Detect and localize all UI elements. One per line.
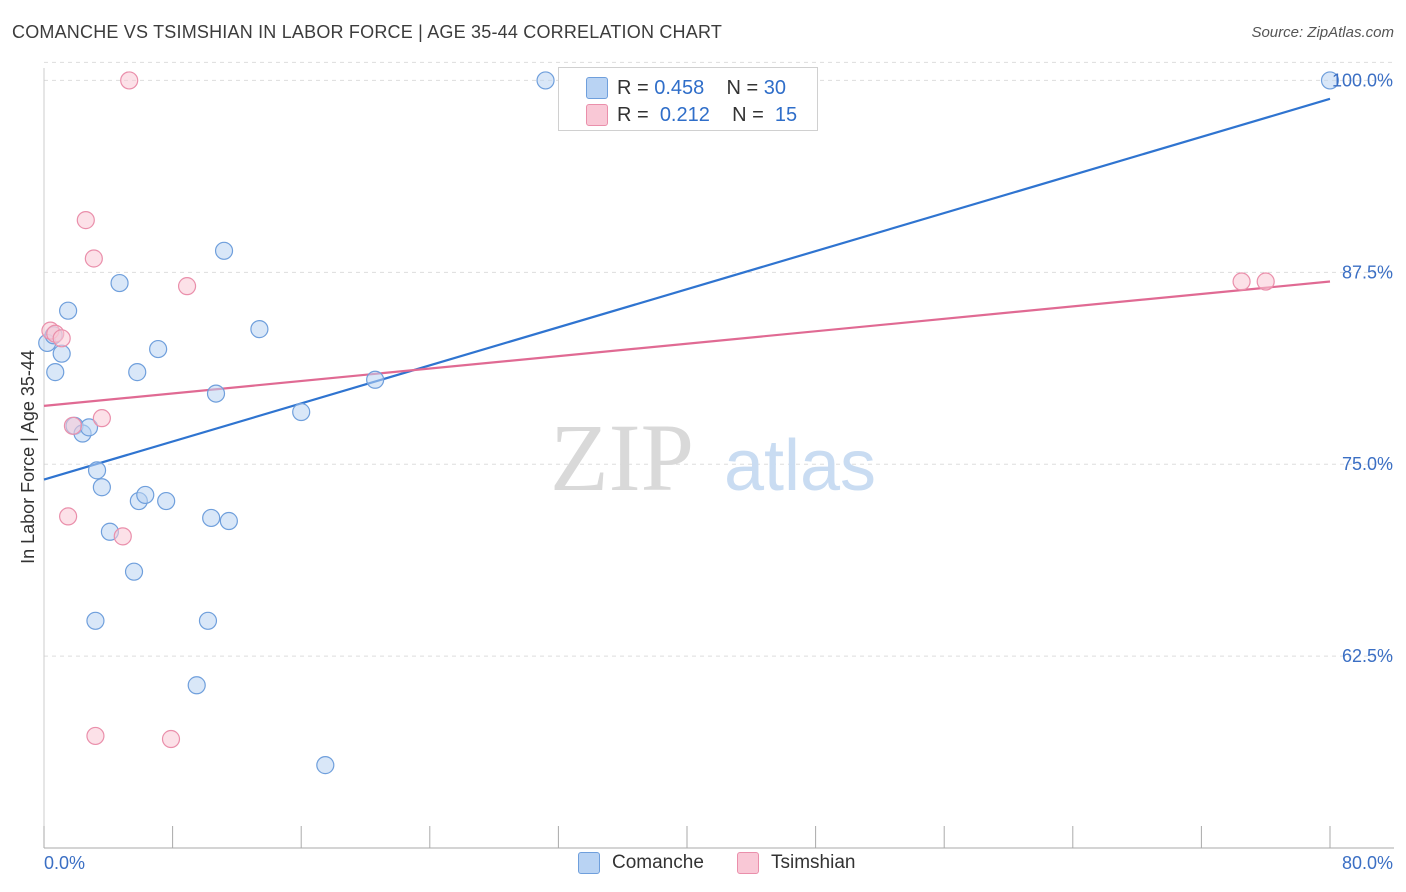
comanche-point	[366, 370, 385, 389]
comanche-trend-line	[43, 97, 1331, 481]
tsimshian-point	[1256, 272, 1275, 291]
watermark-atlas: atlas	[724, 426, 876, 506]
comanche-point	[124, 562, 144, 581]
comanche-point	[46, 363, 65, 382]
legend-n-label: N =	[732, 103, 764, 126]
comanche-point	[128, 363, 147, 382]
tsimshian-point	[59, 507, 78, 526]
data-points	[38, 71, 1340, 775]
tsimshian-point	[92, 409, 111, 428]
tsimshian-point	[84, 249, 103, 268]
comanche-point	[110, 273, 129, 293]
comanche-point	[149, 339, 168, 359]
comanche-point	[198, 611, 218, 630]
y-tick-label: 62.5%	[1342, 646, 1393, 666]
comanche-point	[202, 508, 221, 528]
axis-labels: 100.0% 87.5% 75.0% 62.5% 0.0% 80.0% In Labor F…	[18, 70, 1393, 873]
legend-n-value: 15	[774, 103, 798, 126]
tsimshian-point	[113, 527, 132, 546]
comanche-point	[187, 676, 206, 695]
legend-row-comanche: R = 0.458 N = 30	[617, 76, 786, 100]
comanche-point	[206, 384, 226, 403]
watermark-zip: ZIP	[550, 404, 694, 511]
comanche-point	[157, 491, 176, 511]
tsimshian-point	[120, 71, 139, 90]
legend-item-tsimshian: Tsimshian	[737, 852, 855, 874]
tsimshian-point	[1232, 272, 1251, 291]
comanche-point	[219, 511, 238, 531]
tsimshian-swatch	[586, 104, 608, 126]
comanche-point	[52, 344, 71, 363]
legend-tsimshian-label: Tsimshian	[771, 852, 856, 873]
tsimshian-point	[63, 416, 83, 435]
trend-lines	[43, 97, 1331, 481]
stats-legend: R = 0.458 N = 30 R = 0.212 N = 15	[558, 67, 818, 131]
series-legend: Comanche Tsimshian	[0, 852, 1406, 876]
comanche-point	[136, 485, 155, 505]
comanche-point	[86, 611, 105, 630]
comanche-point	[87, 461, 107, 480]
chart-title: COMANCHE VS TSIMSHIAN IN LABOR FORCE | A…	[12, 22, 723, 42]
legend-r-value: 0.212	[659, 103, 710, 126]
x-tick-label: 0.0%	[44, 853, 85, 873]
y-axis-title: In Labor Force | Age 35-44	[18, 350, 38, 564]
legend-n-label: N =	[726, 76, 759, 99]
axes	[43, 68, 1394, 849]
tsimshian-point	[86, 726, 105, 746]
gridlines	[44, 61, 1394, 657]
legend-r-label: R =	[617, 76, 649, 99]
comanche-legend-swatch	[578, 852, 600, 874]
comanche-point	[92, 478, 111, 497]
tsimshian-legend-swatch	[737, 852, 759, 874]
legend-r-value: 0.458	[654, 76, 705, 99]
comanche-point	[59, 301, 78, 320]
tsimshian-point	[52, 329, 71, 348]
comanche-point	[292, 402, 311, 422]
legend-row-tsimshian: R = 0.212 N = 15	[617, 103, 797, 127]
watermark: ZIP atlas	[550, 404, 876, 511]
x-tick-label: 80.0%	[1342, 853, 1393, 873]
legend-comanche-label: Comanche	[612, 852, 704, 873]
legend-n-value: 30	[763, 76, 787, 99]
comanche-point	[1320, 71, 1340, 90]
tsimshian-point	[76, 211, 95, 230]
comanche-swatch	[586, 77, 608, 99]
legend-r-label: R =	[617, 103, 649, 126]
tsimshian-trend-line	[43, 280, 1331, 407]
comanche-point	[316, 756, 335, 775]
y-tick-label: 75.0%	[1342, 454, 1393, 474]
comanche-point	[214, 241, 234, 260]
tsimshian-point	[161, 729, 181, 749]
comanche-point	[536, 71, 555, 90]
legend-item-comanche: Comanche	[578, 852, 704, 874]
tsimshian-point	[177, 277, 197, 296]
source-label: Source: ZipAtlas.com	[1251, 24, 1394, 41]
y-tick-label: 100.0%	[1332, 70, 1393, 90]
y-tick-label: 87.5%	[1342, 262, 1393, 282]
comanche-point	[250, 320, 269, 339]
